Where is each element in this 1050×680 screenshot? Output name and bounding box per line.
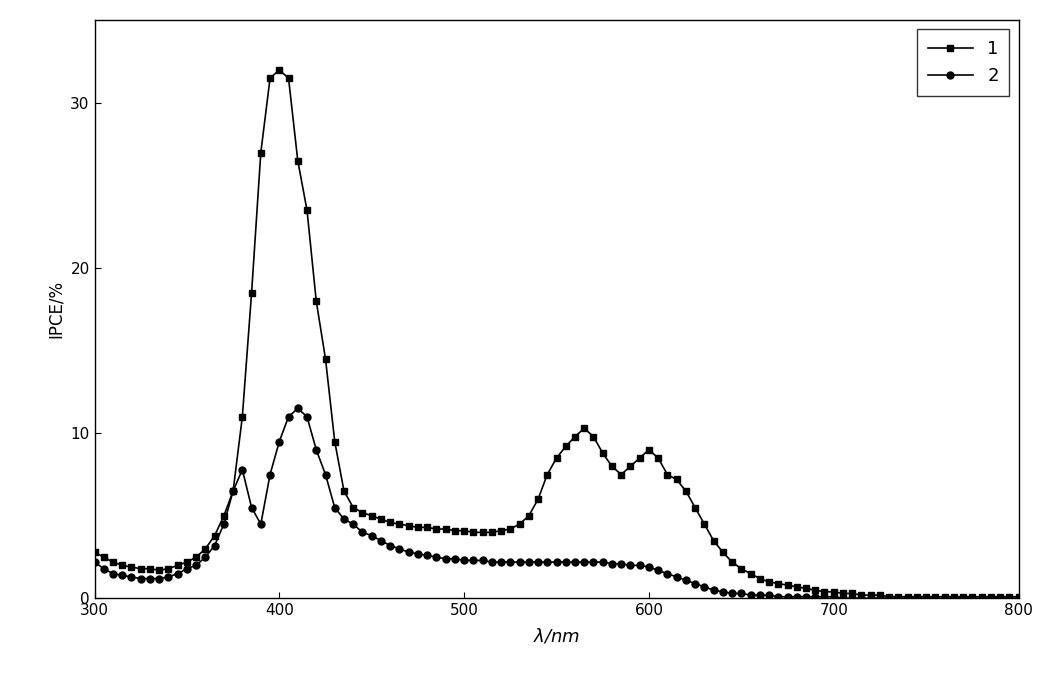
1 <box>883 593 896 601</box>
2 <box>329 503 341 511</box>
X-axis label: $\lambda$/nm: $\lambda$/nm <box>533 626 580 645</box>
1 <box>652 454 665 462</box>
2 <box>1012 594 1025 602</box>
1 <box>153 566 166 575</box>
2 <box>837 594 849 602</box>
1 <box>523 512 536 520</box>
1 <box>329 437 341 445</box>
2 <box>652 566 665 575</box>
Line: 1: 1 <box>91 67 1022 600</box>
1 <box>273 66 286 74</box>
1 <box>744 570 757 578</box>
2 <box>744 591 757 599</box>
2 <box>153 575 166 583</box>
2 <box>292 405 304 413</box>
1 <box>88 548 101 556</box>
Y-axis label: IPCE/%: IPCE/% <box>46 280 65 339</box>
Legend: 1, 2: 1, 2 <box>917 29 1009 96</box>
Line: 2: 2 <box>91 405 1022 602</box>
1 <box>791 583 803 591</box>
2 <box>88 558 101 566</box>
2 <box>791 593 803 601</box>
1 <box>1012 593 1025 601</box>
2 <box>523 558 536 566</box>
